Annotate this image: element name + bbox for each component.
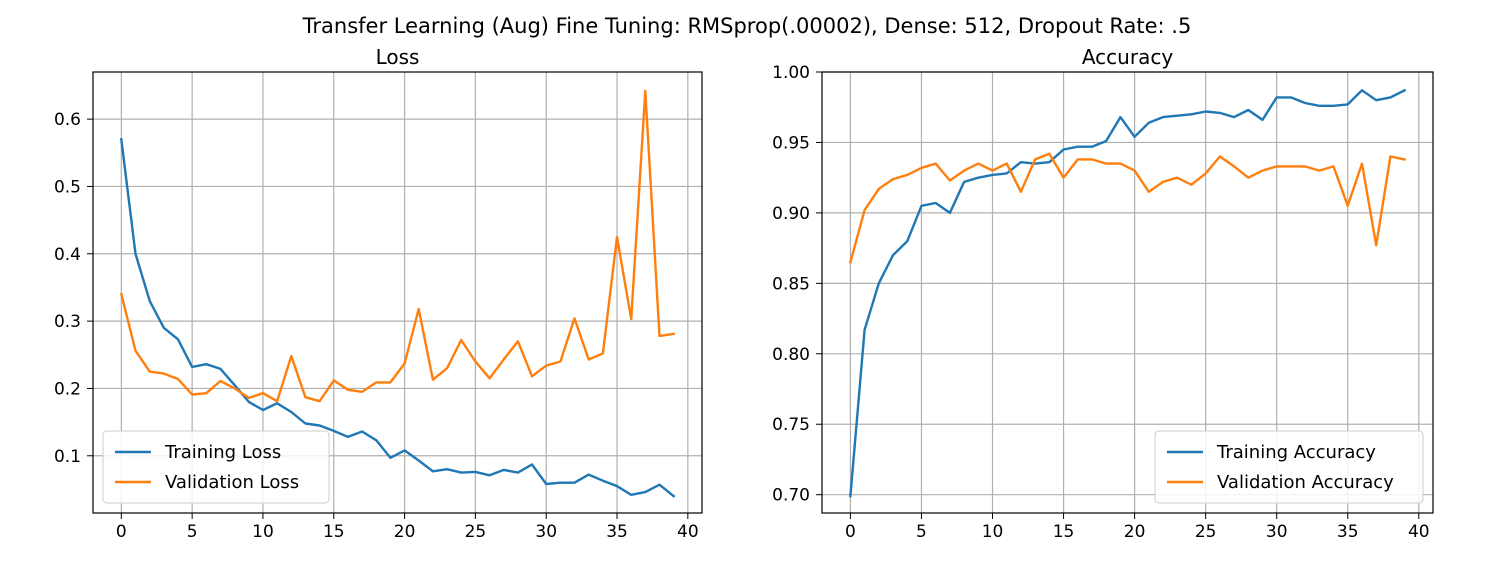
chart-1-plot-frame: [92, 71, 703, 514]
chart-2-legend-box: [1154, 430, 1424, 504]
chart-1-x-tick-label: 40: [677, 522, 699, 542]
chart-2-y-tick-label: 0.85: [772, 274, 810, 294]
chart-2-y-tick-label: 1.00: [772, 63, 810, 83]
chart-1-legend-label-2: Validation Loss: [165, 472, 299, 493]
chart-2-series-training-line: [849, 88, 1407, 498]
chart-2-y-tick-label: 0.80: [772, 345, 810, 365]
chart-2-x-tick-label: 5: [916, 522, 927, 542]
chart-1-x-tick-label: 5: [187, 522, 198, 542]
chart-1-y-tick-label: 0.3: [54, 312, 81, 332]
chart-2-x-tick-label: 20: [1124, 522, 1146, 542]
chart-2-legend-label-2: Validation Accuracy: [1217, 472, 1394, 493]
chart-1-x-tick-label: 20: [394, 522, 416, 542]
chart-1-y-tick-label: 0.6: [54, 110, 81, 130]
chart-2-x-tick-label: 40: [1408, 522, 1430, 542]
chart-1-legend-label-1: Training Loss: [164, 442, 281, 463]
chart-2-x-tick-label: 25: [1195, 522, 1217, 542]
chart-2-plot-frame: [821, 71, 1434, 514]
chart-2-legend-label-1: Training Accuracy: [1216, 442, 1376, 463]
chart-2-y-tick-label: 0.95: [772, 133, 810, 153]
chart-1-x-tick-label: 10: [252, 522, 274, 542]
chart-1-x-tick-label: 30: [535, 522, 557, 542]
chart-1-title: Loss: [376, 45, 420, 69]
chart-1-y-tick-label: 0.2: [54, 379, 81, 399]
chart-1-y-tick-label: 0.4: [54, 245, 81, 265]
chart-1-legend-box: [102, 430, 330, 504]
chart-2-x-tick-label: 30: [1266, 522, 1288, 542]
chart-2-x-tick-label: 10: [982, 522, 1004, 542]
chart-1-y-tick-label: 0.5: [54, 177, 81, 197]
chart-1-x-tick-label: 15: [323, 522, 345, 542]
chart-2-x-tick-label: 35: [1337, 522, 1359, 542]
chart-1-series-validation-line: [119, 89, 676, 403]
chart-1-x-tick-label: 25: [465, 522, 487, 542]
figure-suptitle: Transfer Learning (Aug) Fine Tuning: RMS…: [302, 14, 1192, 38]
chart-2-y-tick-label: 0.90: [772, 204, 810, 224]
chart-2-x-tick-label: 15: [1053, 522, 1075, 542]
chart-2-x-tick-label: 0: [845, 522, 856, 542]
chart-2-series-validation-line: [848, 152, 1407, 264]
chart-2-y-tick-label: 0.70: [772, 486, 810, 506]
chart-1-series-training-line: [119, 137, 676, 498]
chart-1-y-tick-label: 0.1: [54, 447, 81, 467]
chart-2-y-tick-label: 0.75: [772, 415, 810, 435]
chart-2-title: Accuracy: [1082, 45, 1173, 69]
chart-1-x-tick-label: 0: [116, 522, 127, 542]
chart-1-x-tick-label: 35: [606, 522, 628, 542]
